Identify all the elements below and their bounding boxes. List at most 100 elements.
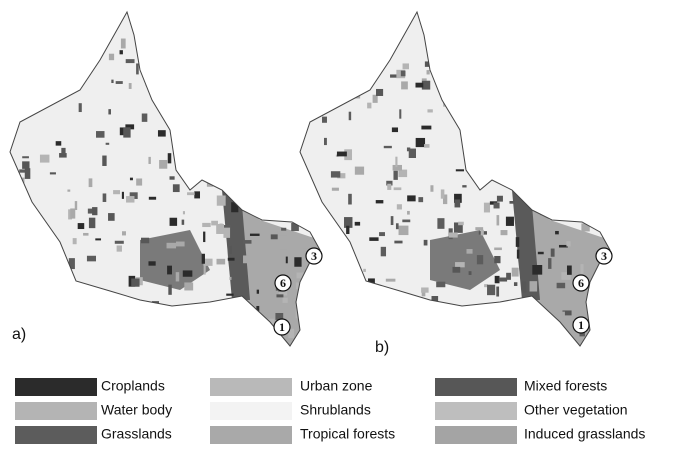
land-patch	[335, 54, 345, 58]
land-patch	[369, 237, 379, 241]
land-patch	[580, 264, 584, 274]
land-patch	[291, 222, 299, 232]
land-patch	[347, 345, 356, 346]
land-patch	[578, 39, 585, 48]
marker-label: 1	[578, 318, 584, 332]
land-patch	[385, 278, 396, 282]
land-patch	[567, 93, 571, 103]
land-patch	[325, 261, 332, 265]
land-patch	[145, 78, 153, 87]
land-patch	[505, 216, 514, 226]
land-patch	[348, 111, 352, 121]
legend-label: Mixed forests	[524, 378, 607, 394]
land-patch	[576, 200, 587, 208]
land-patch	[570, 121, 578, 132]
land-patch	[219, 79, 222, 82]
land-patch	[415, 137, 426, 148]
land-patch	[129, 192, 138, 199]
land-patch	[102, 193, 107, 202]
land-patch	[407, 195, 416, 202]
land-patch	[48, 63, 52, 71]
land-patch	[496, 215, 500, 226]
land-patch	[454, 193, 462, 203]
land-patch	[222, 225, 231, 230]
land-patch	[310, 308, 319, 320]
land-patch	[253, 176, 263, 186]
land-patch	[50, 242, 60, 245]
land-patch	[108, 213, 115, 221]
land-patch	[556, 171, 565, 175]
land-patch	[157, 130, 166, 137]
map-panel: 3 6 1	[299, 10, 613, 347]
land-patch	[455, 14, 464, 18]
legend-swatch	[435, 402, 517, 420]
land-patch	[261, 210, 270, 214]
land-patch	[494, 247, 502, 251]
land-patch	[215, 39, 222, 50]
land-patch	[477, 39, 482, 46]
land-patch	[172, 184, 180, 193]
land-patch	[166, 242, 177, 249]
land-patch	[567, 73, 575, 82]
land-patch	[329, 344, 338, 346]
land-patch	[291, 93, 299, 97]
land-patch	[575, 178, 585, 184]
land-patch	[328, 50, 332, 58]
legend-label: Water body	[101, 402, 172, 418]
land-patch	[402, 219, 411, 223]
land-patch	[582, 56, 588, 59]
land-patch	[181, 219, 185, 225]
land-patch	[310, 216, 315, 226]
land-patch	[202, 222, 211, 228]
land-patch	[538, 37, 546, 42]
land-patch	[383, 145, 392, 149]
land-patch	[49, 172, 56, 175]
land-patch	[125, 124, 135, 130]
land-patch	[538, 23, 542, 27]
land-patch	[429, 310, 437, 321]
land-patch	[392, 164, 403, 171]
land-patch	[562, 310, 572, 316]
land-patch	[388, 28, 398, 37]
land-patch	[108, 53, 115, 61]
land-patch	[462, 185, 467, 188]
land-patch	[537, 110, 546, 120]
land-patch	[522, 67, 527, 72]
land-patch	[280, 102, 289, 109]
land-patch	[549, 316, 555, 321]
land-patch	[322, 116, 327, 123]
land-patch	[436, 281, 446, 288]
land-patch	[260, 343, 268, 346]
land-patch	[452, 266, 461, 273]
land-patch	[248, 331, 251, 336]
land-patch	[275, 62, 286, 69]
land-cover	[300, 12, 610, 346]
land-patch	[476, 255, 484, 265]
land-patch	[496, 195, 503, 202]
grassland-zone	[140, 230, 210, 290]
land-patch	[304, 331, 307, 335]
land-patch	[530, 29, 533, 35]
land-patch	[301, 303, 312, 308]
legend-swatch	[210, 402, 292, 420]
land-patch	[390, 216, 394, 226]
land-patch	[106, 342, 117, 346]
land-patch	[524, 12, 530, 22]
land-patch	[609, 344, 610, 346]
land-patch	[37, 31, 44, 35]
land-patch	[492, 100, 498, 105]
land-patch	[16, 87, 23, 99]
land-patch	[300, 108, 307, 113]
land-patch	[294, 257, 302, 267]
land-patch	[549, 50, 557, 60]
land-patch	[264, 29, 270, 37]
land-patch	[194, 191, 201, 199]
land-patch	[415, 82, 424, 88]
land-patch	[296, 20, 306, 27]
land-patch	[380, 246, 387, 257]
land-patch	[365, 37, 372, 40]
land-patch	[587, 76, 597, 83]
land-patch	[219, 223, 223, 234]
map-panels: 3 6 1 3 6 1	[9, 10, 613, 347]
land-patch	[446, 332, 451, 339]
